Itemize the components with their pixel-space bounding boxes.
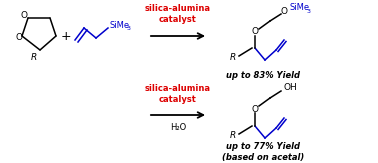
Text: up to 77% Yield
(based on acetal): up to 77% Yield (based on acetal) — [222, 142, 304, 162]
Text: up to 83% Yield: up to 83% Yield — [226, 71, 300, 80]
Text: +: + — [61, 30, 71, 43]
Text: R: R — [230, 132, 236, 141]
Text: O: O — [251, 28, 259, 37]
Text: R: R — [230, 53, 236, 62]
Text: O: O — [15, 34, 23, 43]
Text: SiMe: SiMe — [109, 21, 129, 30]
Text: 3: 3 — [127, 26, 131, 31]
Text: R: R — [31, 53, 37, 62]
Text: SiMe: SiMe — [289, 3, 309, 13]
Text: OH: OH — [284, 83, 298, 92]
Text: silica-alumina
catalyst: silica-alumina catalyst — [145, 4, 211, 24]
Text: O: O — [20, 12, 28, 21]
Text: 3: 3 — [307, 9, 311, 14]
Text: O: O — [280, 7, 288, 15]
Text: H₂O: H₂O — [170, 124, 186, 133]
Text: O: O — [251, 104, 259, 113]
Text: silica-alumina
catalyst: silica-alumina catalyst — [145, 84, 211, 104]
